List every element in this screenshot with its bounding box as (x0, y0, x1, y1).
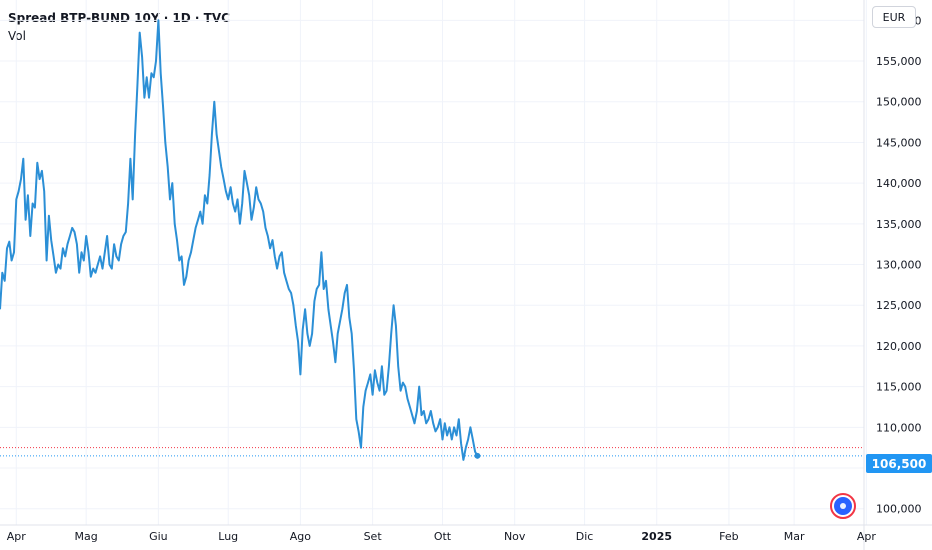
x-tick-label: Dic (576, 530, 594, 543)
y-tick-label: 110,000 (876, 421, 922, 434)
x-tick-label: Set (364, 530, 383, 543)
y-tick-label: 155,000 (876, 55, 922, 68)
y-tick-label: 100,000 (876, 503, 922, 516)
y-tick-label: 145,000 (876, 136, 922, 149)
volume-label[interactable]: Vol (8, 29, 26, 43)
y-tick-label: 150,000 (876, 96, 922, 109)
x-tick-label: Ago (290, 530, 312, 543)
x-tick-label: Mar (784, 530, 805, 543)
x-tick-label: Feb (719, 530, 738, 543)
x-tick-label: Mag (75, 530, 98, 543)
last-price-dot (474, 452, 481, 459)
x-tick-label: Apr (857, 530, 877, 543)
x-tick-label: Apr (7, 530, 27, 543)
symbol-title[interactable]: Spread BTP-BUND 10Y · 1D · TVC (8, 11, 230, 25)
x-tick-label: 2025 (641, 530, 672, 543)
last-value-badge: 106,500 (866, 454, 932, 473)
currency-button[interactable]: EUR (872, 6, 916, 28)
x-axis[interactable]: Apr Mag Giu Lug Ago Set Ott Nov Dic 2025 Feb Mar Apr (7, 530, 877, 543)
y-tick-label: 140,000 (876, 177, 922, 190)
y-tick-label: 130,000 (876, 259, 922, 272)
x-tick-label: Lug (218, 530, 238, 543)
logo-icon[interactable] (830, 493, 856, 519)
x-tick-label: Giu (149, 530, 168, 543)
y-tick-label: 120,000 (876, 340, 922, 353)
y-tick-label: 125,000 (876, 299, 922, 312)
y-tick-label: 115,000 (876, 381, 922, 394)
y-tick-label: 135,000 (876, 218, 922, 231)
x-tick-label: Ott (434, 530, 452, 543)
chart-legend: Spread BTP-BUND 10Y · 1D · TVC Vol (8, 9, 230, 45)
x-tick-label: Nov (504, 530, 526, 543)
y-axis[interactable]: 100,000105,000110,000115,000120,000125,0… (876, 14, 922, 515)
spread-series-line (0, 19, 479, 461)
